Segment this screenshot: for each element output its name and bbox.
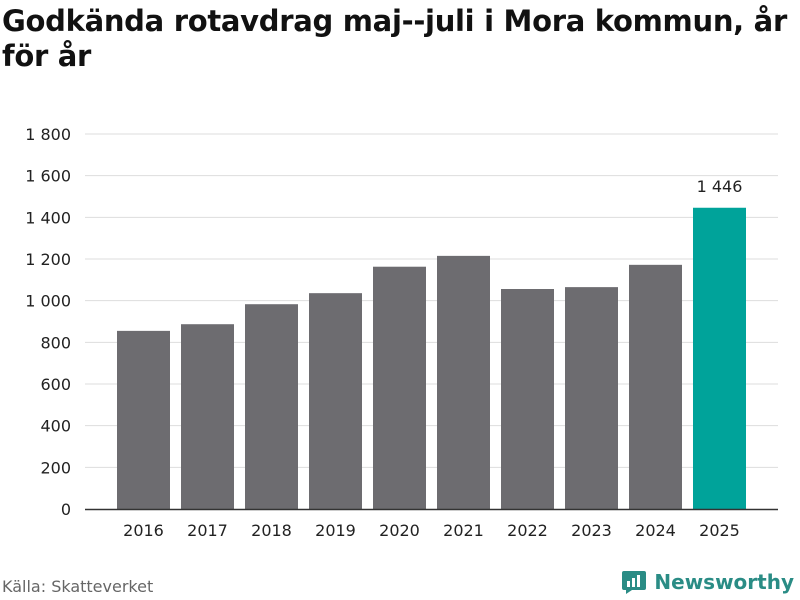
bar-2023 xyxy=(565,287,618,509)
data-labels: 1 446 xyxy=(697,177,743,196)
x-tick-label: 2021 xyxy=(443,521,484,540)
bar-2025 xyxy=(693,207,746,509)
bar-2020 xyxy=(373,266,426,509)
y-tick-label: 800 xyxy=(40,333,71,352)
x-tick-label: 2019 xyxy=(315,521,356,540)
y-tick-label: 1 800 xyxy=(25,125,71,144)
x-tick-label: 2020 xyxy=(379,521,420,540)
x-tick-label: 2017 xyxy=(187,521,228,540)
y-tick-label: 600 xyxy=(40,375,71,394)
x-tick-label: 2022 xyxy=(507,521,548,540)
bar-2017 xyxy=(181,324,234,509)
bar-2018 xyxy=(245,304,298,509)
brand-name: Newsworthy xyxy=(654,570,794,594)
y-tick-label: 1 400 xyxy=(25,208,71,227)
bar-2022 xyxy=(501,289,554,509)
bar-2019 xyxy=(309,293,362,509)
y-axis-ticks: 0 200 400 600 800 1 000 1 200 1 400 1 600 1 800 xyxy=(25,125,71,519)
bars xyxy=(117,207,746,509)
x-tick-label: 2018 xyxy=(251,521,292,540)
bar-2016 xyxy=(117,330,170,509)
y-tick-label: 200 xyxy=(40,458,71,477)
x-tick-label: 2024 xyxy=(635,521,676,540)
newsworthy-logo-icon xyxy=(622,571,647,594)
brand-logo: Newsworthy xyxy=(621,569,794,595)
data-label: 1 446 xyxy=(697,177,743,196)
x-tick-label: 2016 xyxy=(123,521,164,540)
x-tick-label: 2023 xyxy=(571,521,612,540)
y-tick-label: 1 600 xyxy=(25,167,71,186)
y-tick-label: 400 xyxy=(40,417,71,436)
bar-2021 xyxy=(437,255,490,509)
x-tick-label: 2025 xyxy=(699,521,740,540)
y-tick-label: 1 000 xyxy=(25,292,71,311)
x-axis-ticks: 2016 2017 2018 2019 2020 2021 2022 2023 2024 2025 xyxy=(123,521,740,540)
y-tick-label: 0 xyxy=(61,500,71,519)
chart-title: Godkända rotavdrag maj--juli i Mora komm… xyxy=(2,4,787,73)
bar-2024 xyxy=(629,264,682,509)
source-note: Källa: Skatteverket xyxy=(2,577,154,596)
y-tick-label: 1 200 xyxy=(25,250,71,269)
